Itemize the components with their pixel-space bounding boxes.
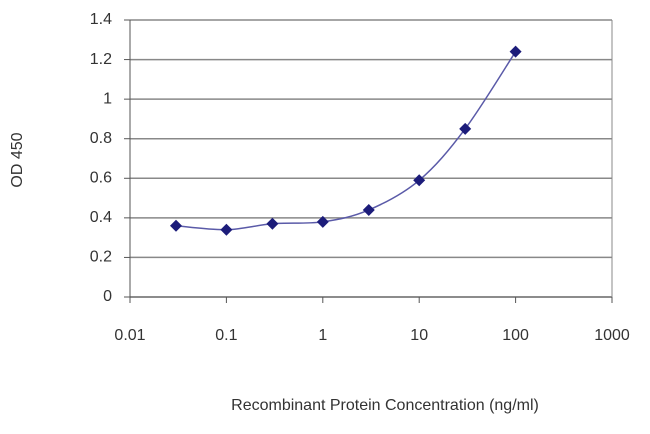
y-tick-label: 0.6 [90,170,112,187]
plot-area [130,20,612,297]
data-point [509,45,522,58]
x-tick-label: 1 [318,327,327,344]
y-tick-label: 0 [103,288,112,305]
data-point [220,223,233,236]
x-tick-label: 0.1 [215,327,237,344]
data-point [362,203,375,216]
data-point [169,219,182,232]
x-tick-label: 100 [502,327,529,344]
x-tick-label: 0.01 [114,327,145,344]
y-tick-label: 1.2 [90,51,112,68]
y-tick-label: 0.4 [90,209,112,226]
y-tick-label: 0.8 [90,130,112,147]
data-point [316,215,329,228]
y-tick-label: 1 [103,90,112,107]
y-tick-label: 1.4 [90,11,112,28]
data-point [459,122,472,135]
data-point [266,217,279,230]
data-point [413,174,426,187]
x-tick-label: 10 [410,327,428,344]
x-axis-label: Recombinant Protein Concentration (ng/ml… [231,397,539,414]
y-axis-label: OD 450 [9,132,26,187]
y-tick-label: 0.2 [90,249,112,266]
x-tick-label: 1000 [594,327,630,344]
